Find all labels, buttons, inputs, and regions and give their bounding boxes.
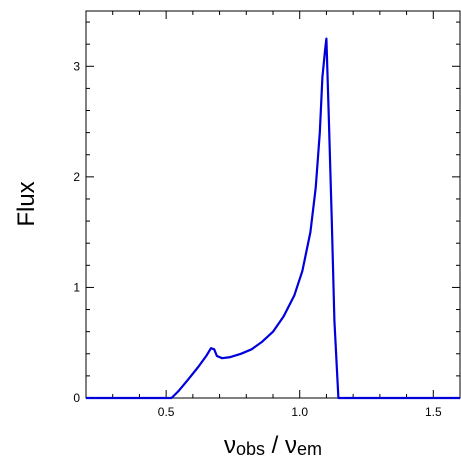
axis-ticks [85, 11, 461, 399]
y-tick-label: 3 [73, 59, 80, 73]
axis-tick-labels: 0.5 1.0 1.5 0 1 2 3 [73, 59, 442, 419]
y-tick-label: 0 [73, 391, 80, 405]
series-line [86, 37, 460, 400]
x-axis-label: νobs / νem [224, 432, 322, 459]
x-label-nu-2: ν [285, 432, 297, 459]
plot-frame [85, 10, 461, 399]
x-label-slash: / [265, 432, 285, 459]
y-tick-label: 1 [73, 280, 80, 294]
x-label-sub-em: em [297, 439, 322, 459]
x-tick-label: 1.0 [291, 405, 308, 419]
y-axis-label: Flux [13, 181, 40, 226]
x-label-nu-1: ν [224, 432, 236, 459]
x-tick-label: 1.5 [425, 405, 442, 419]
x-label-sub-obs: obs [236, 439, 265, 459]
y-tick-label: 2 [73, 170, 80, 184]
x-tick-label: 0.5 [158, 405, 175, 419]
